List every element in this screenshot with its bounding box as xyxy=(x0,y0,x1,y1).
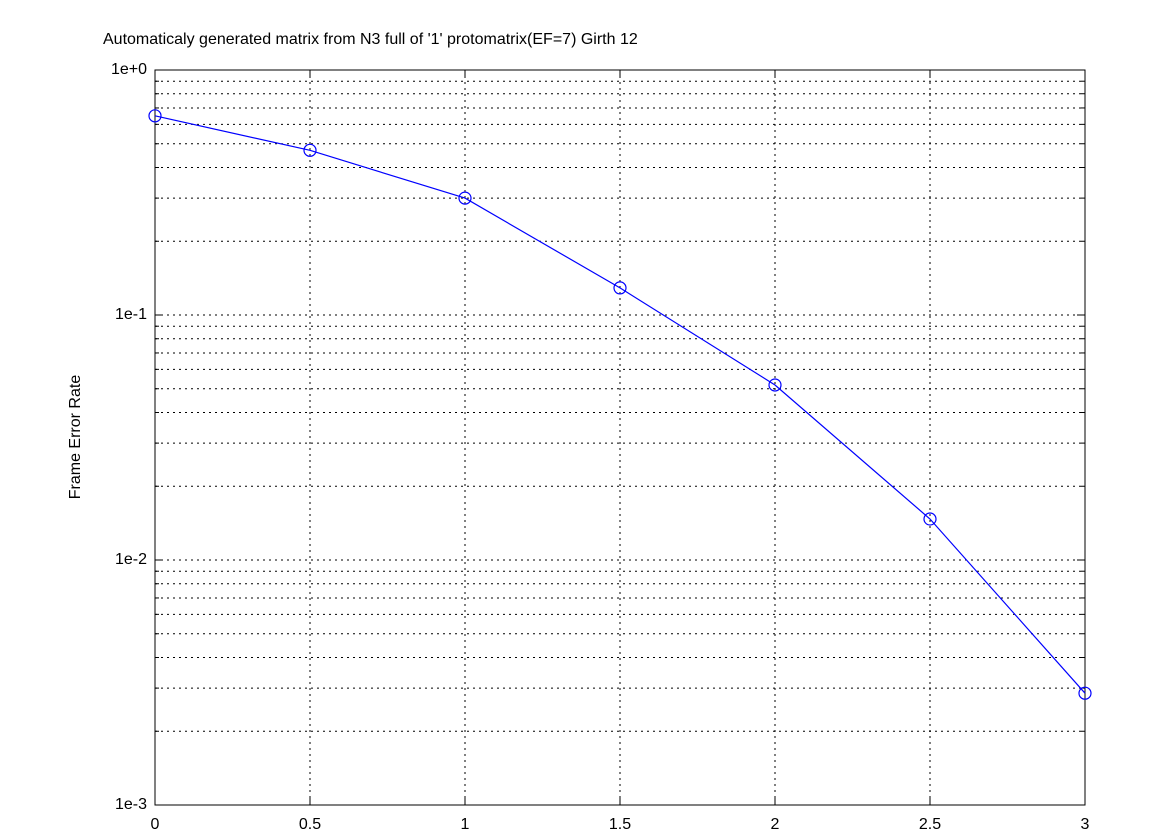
y-tick-label: 1e-3 xyxy=(115,796,147,813)
data-line xyxy=(154,115,1086,694)
data-point xyxy=(923,512,937,526)
x-tick-label: 2 xyxy=(771,816,780,833)
x-tick-label: 1.5 xyxy=(609,816,631,833)
y-tick-label: 1e+0 xyxy=(111,61,147,78)
data-point xyxy=(613,281,627,295)
x-tick-label: 1 xyxy=(461,816,470,833)
data-point xyxy=(303,143,317,157)
data-point xyxy=(1078,686,1092,700)
x-tick-label: 3 xyxy=(1081,816,1090,833)
x-tick-label: 0.5 xyxy=(299,816,321,833)
x-tick-label: 2.5 xyxy=(919,816,941,833)
data-point xyxy=(148,109,162,123)
x-tick-label: 0 xyxy=(151,816,160,833)
plot-frame xyxy=(154,69,1086,806)
data-point xyxy=(458,191,472,205)
y-axis-label: Frame Error Rate xyxy=(67,375,84,500)
data-point xyxy=(768,378,782,392)
y-tick-label: 1e-1 xyxy=(115,306,147,323)
chart-title: Automaticaly generated matrix from N3 fu… xyxy=(103,31,638,48)
y-tick-label: 1e-2 xyxy=(115,551,147,568)
